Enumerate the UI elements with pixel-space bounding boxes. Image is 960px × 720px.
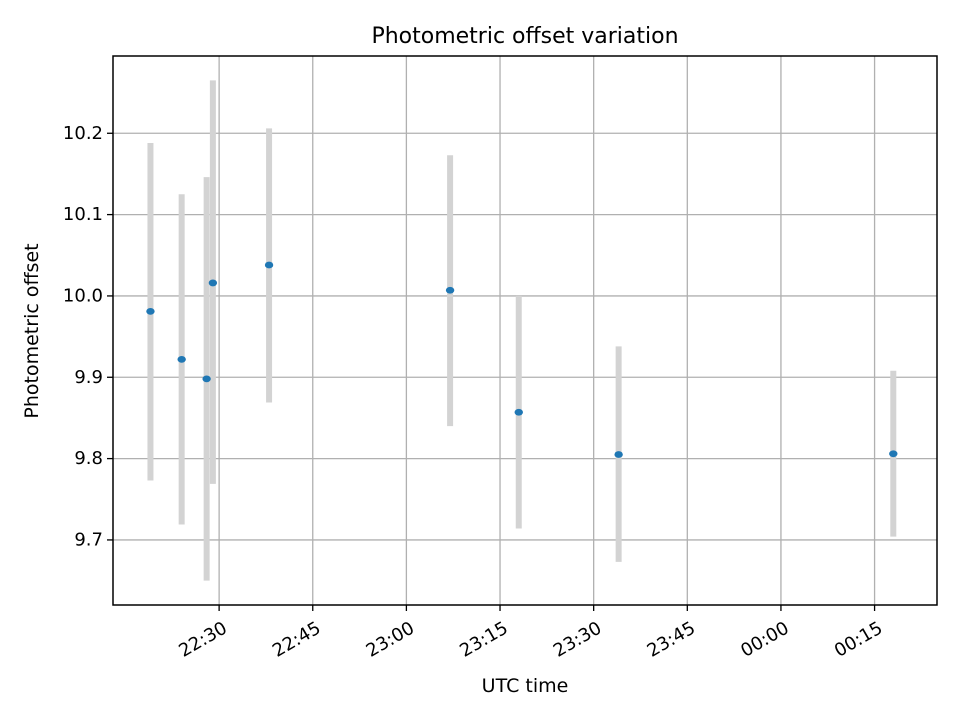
x-axis-label: UTC time xyxy=(482,675,569,697)
y-tick-label: 9.8 xyxy=(74,448,103,469)
plot-frame xyxy=(112,55,938,606)
data-point xyxy=(445,286,455,294)
data-point xyxy=(146,307,155,315)
y-tick-label: 10.2 xyxy=(63,123,103,144)
data-point xyxy=(208,279,218,287)
data-points xyxy=(146,261,898,458)
chart-title: Photometric offset variation xyxy=(371,24,678,49)
data-point xyxy=(614,451,623,458)
y-axis-label: Photometric offset xyxy=(21,243,43,418)
grid xyxy=(113,56,937,605)
data-point xyxy=(202,375,211,383)
y-tick-label: 10.1 xyxy=(63,204,103,225)
data-point xyxy=(514,408,523,416)
y-tick-label: 9.7 xyxy=(74,529,103,550)
y-tick-label: 9.9 xyxy=(74,367,103,388)
data-point xyxy=(264,261,274,269)
data-point xyxy=(889,450,898,458)
data-point xyxy=(177,355,186,363)
y-tick-label: 10.0 xyxy=(63,285,103,306)
